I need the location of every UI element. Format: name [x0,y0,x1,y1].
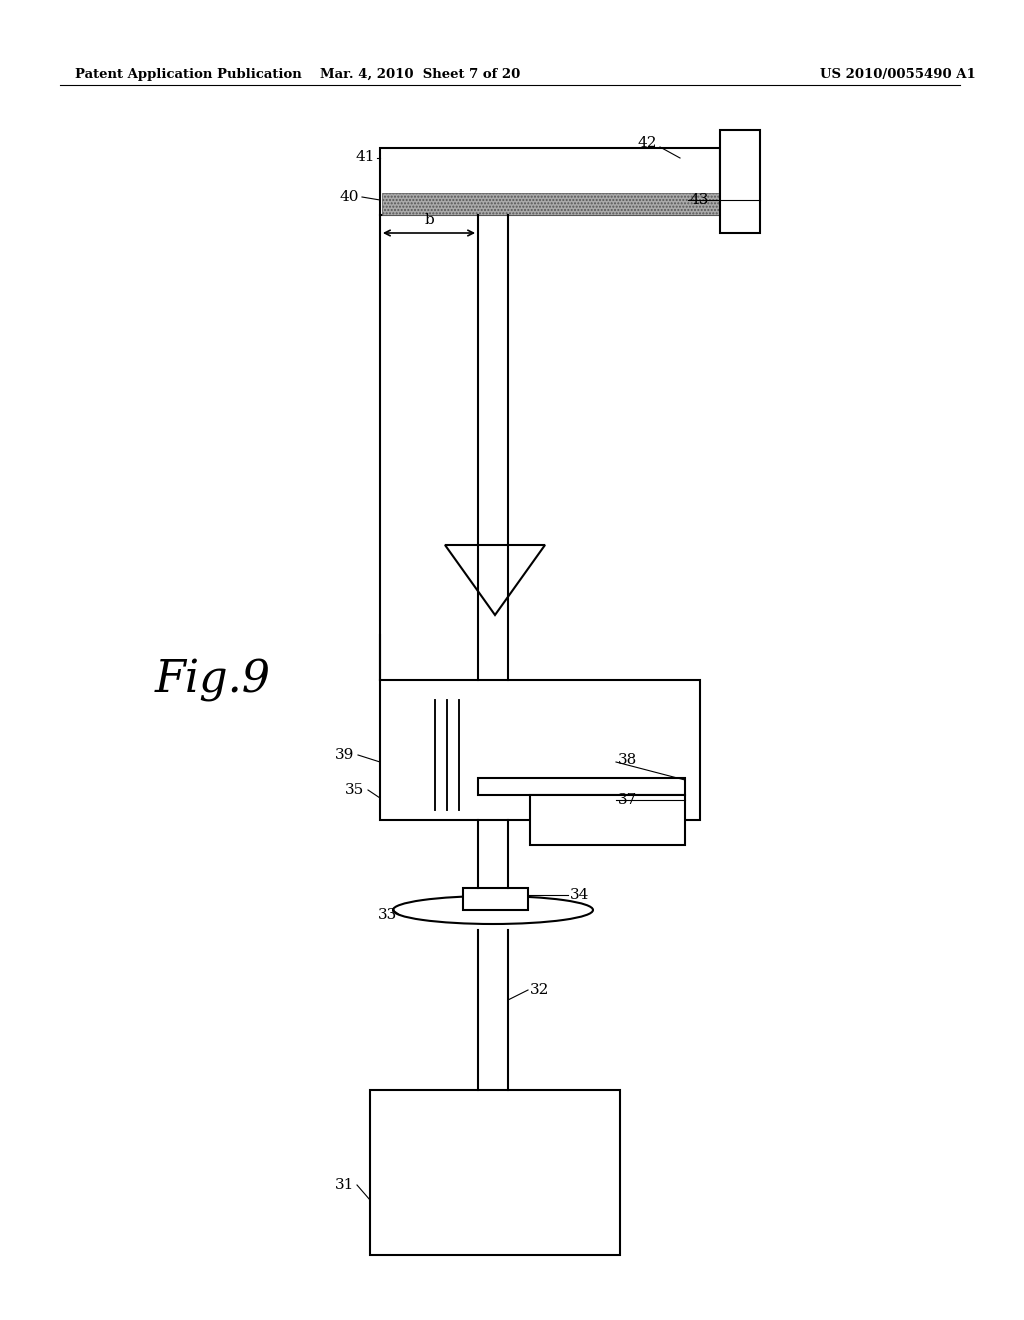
Text: 39: 39 [335,748,354,762]
Text: 40: 40 [340,190,359,205]
Text: 35: 35 [345,783,365,797]
Polygon shape [445,545,545,615]
Text: 42: 42 [638,136,657,150]
Bar [478,777,685,795]
Ellipse shape [393,896,593,924]
Bar [380,148,720,215]
Bar [382,193,720,215]
Text: 31: 31 [335,1177,354,1192]
Text: 33: 33 [378,908,397,921]
Text: Patent Application Publication: Patent Application Publication [75,69,302,81]
Text: 37: 37 [618,793,637,807]
Bar [463,888,528,909]
Bar [380,680,700,820]
Text: Mar. 4, 2010  Sheet 7 of 20: Mar. 4, 2010 Sheet 7 of 20 [319,69,520,81]
Bar [530,795,685,845]
Text: US 2010/0055490 A1: US 2010/0055490 A1 [820,69,976,81]
Text: 38: 38 [618,752,637,767]
Bar [370,1090,620,1255]
Text: 41: 41 [355,150,375,164]
Text: 43: 43 [690,193,710,207]
Text: 32: 32 [530,983,549,997]
Bar [720,129,760,234]
Text: Fig.9: Fig.9 [155,659,271,702]
Text: b: b [424,213,434,227]
Text: 34: 34 [570,888,590,902]
